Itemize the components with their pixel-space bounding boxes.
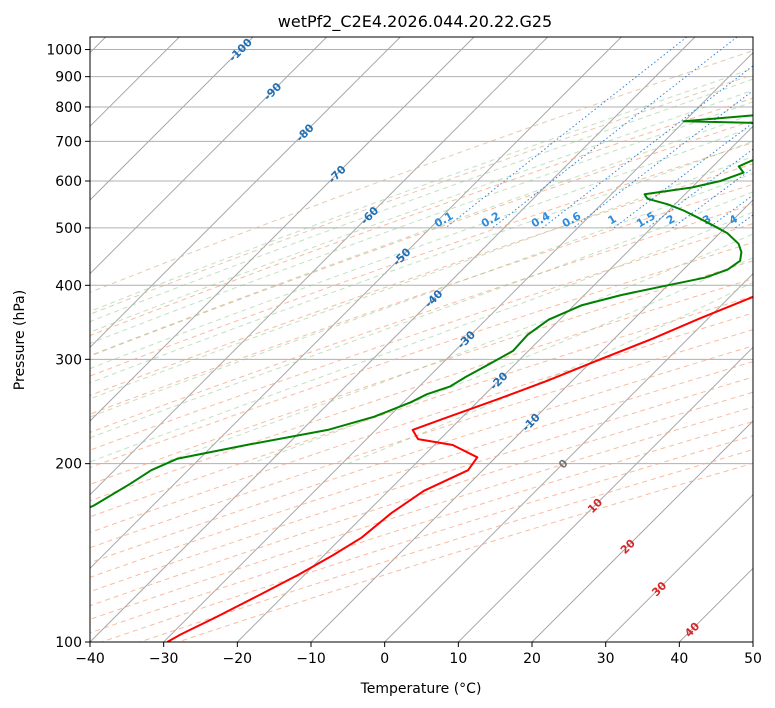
isotherm-line	[90, 37, 254, 201]
moist-adiabats	[90, 67, 753, 465]
dry-adiabat	[90, 312, 753, 534]
dry-adiabat	[90, 241, 753, 469]
y-tick-label: 900	[55, 70, 82, 86]
x-tick-label: 10	[449, 651, 467, 667]
y-tick-label: 400	[55, 278, 82, 294]
moist-adiabat	[90, 191, 753, 439]
isotherm-line	[678, 567, 753, 642]
isotherm-line	[90, 37, 549, 496]
isotherm-line	[90, 37, 475, 422]
sounding-profiles	[90, 114, 753, 642]
dry-adiabat	[90, 391, 753, 607]
y-tick-label: 600	[55, 174, 82, 190]
dry-adiabat	[90, 295, 753, 518]
isotherm-line	[90, 37, 622, 570]
grid-lines	[90, 37, 753, 642]
y-tick-label: 100	[55, 635, 82, 651]
isotherm-line	[163, 51, 753, 642]
dry-adiabat	[90, 260, 753, 485]
mixing-ratio-line	[734, 214, 753, 229]
y-axis-ticks: 100 200 300 400 500 600 700 800 900 1000	[46, 43, 90, 651]
dry-adiabat	[90, 50, 753, 293]
isotherm-line	[310, 199, 753, 642]
isotherm-line	[90, 37, 401, 349]
x-tick-label: 30	[597, 651, 615, 667]
dry-adiabat	[90, 183, 753, 415]
mixing-ratio-lines: 0.10.20.40.611.52346810131620253036	[432, 37, 775, 230]
dry-adiabat	[90, 361, 753, 578]
dewpoint-profile	[90, 114, 753, 509]
moist-adiabat	[90, 89, 753, 333]
mixing-ratio-line	[492, 37, 738, 229]
dry-adiabat	[90, 329, 753, 549]
plot-frame	[89, 36, 754, 643]
mixing-ratio-line	[708, 194, 753, 229]
mixing-ratio-line	[572, 90, 753, 229]
isotherm-line	[457, 346, 753, 642]
isotherm-line	[236, 125, 753, 642]
moist-adiabat	[90, 172, 753, 418]
isotherm-line	[605, 493, 753, 642]
isotherm-line	[90, 37, 328, 275]
dry-adiabat	[90, 142, 753, 377]
mixing-ratio-label: 0.4	[529, 209, 553, 230]
y-tick-label: 500	[55, 221, 82, 237]
dry-adiabat	[90, 97, 753, 337]
moist-adiabat	[90, 101, 753, 344]
mixing-ratio-label: 6	[766, 212, 775, 227]
mixing-ratio-label: 2	[664, 212, 677, 227]
mixing-ratio-label: 1.5	[634, 209, 657, 230]
dry-adiabat	[101, 435, 753, 642]
moist-adiabat	[347, 281, 753, 465]
mixing-ratio-label: 0.6	[560, 209, 584, 230]
moist-adiabat	[90, 78, 753, 323]
isotherm-label: -90	[261, 80, 284, 103]
mixing-ratio-line	[672, 167, 753, 229]
isotherm-line	[384, 272, 753, 642]
y-tick-label: 700	[55, 134, 82, 150]
isotherm-line	[90, 37, 696, 642]
dry-adiabat	[90, 376, 753, 593]
y-axis-label: Pressure (hPa)	[12, 290, 28, 390]
x-tick-label: −40	[75, 651, 105, 667]
x-tick-label: −20	[223, 651, 253, 667]
moist-adiabat	[90, 126, 753, 370]
moist-adiabat	[90, 140, 753, 384]
mixing-ratio-label: 0.1	[432, 209, 455, 230]
y-tick-label: 800	[55, 100, 82, 116]
x-tick-label: −30	[149, 651, 179, 667]
temperature-profile	[166, 295, 753, 642]
moist-adiabat	[90, 113, 753, 357]
isotherm-line	[531, 420, 753, 642]
y-tick-label: 300	[55, 352, 82, 368]
x-tick-label: 20	[523, 651, 541, 667]
y-tick-label: 1000	[46, 43, 82, 59]
x-tick-label: −10	[296, 651, 326, 667]
dry-adiabat	[90, 120, 753, 357]
dry-adiabat	[90, 74, 753, 315]
moist-adiabat	[90, 67, 753, 312]
x-tick-label: 0	[380, 651, 389, 667]
dry-adiabat	[90, 163, 753, 396]
chart-title: wetPf2_C2E4.2026.044.20.22.G25	[278, 12, 552, 32]
dry-adiabat	[90, 203, 753, 433]
dry-adiabat	[90, 345, 753, 564]
moist-adiabat	[160, 233, 753, 465]
x-axis-ticks: −40 −30 −20 −10 0 10 20 30 40 50	[75, 642, 762, 667]
x-axis-label: Temperature (°C)	[360, 681, 482, 697]
dry-adiabat	[90, 223, 753, 451]
y-tick-label: 200	[55, 457, 82, 473]
dry-adiabat	[177, 462, 753, 642]
dry-adiabat	[90, 278, 753, 502]
x-tick-label: 40	[670, 651, 688, 667]
dry-adiabats	[90, 50, 753, 642]
mixing-ratio-line	[542, 65, 753, 229]
x-tick-label: 50	[744, 651, 762, 667]
isotherm-line	[752, 641, 753, 642]
